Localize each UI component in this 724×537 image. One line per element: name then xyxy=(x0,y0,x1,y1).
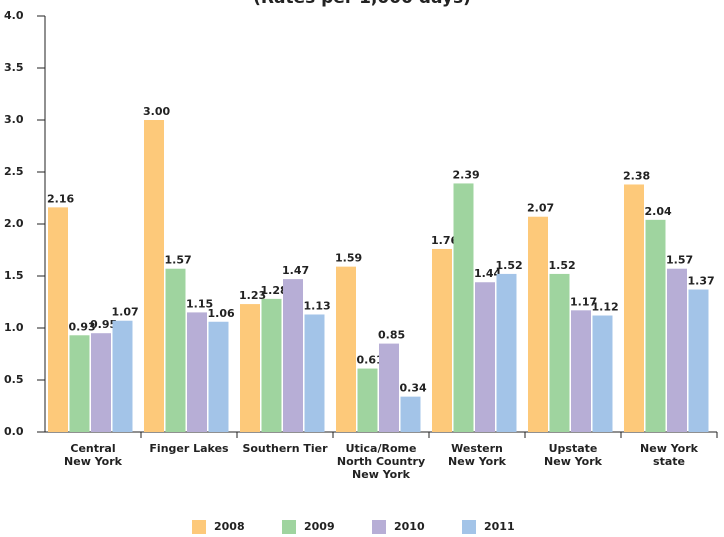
value-label: 2.16 xyxy=(47,192,74,205)
bar xyxy=(400,396,421,432)
x-tick-label: Utica/Rome North Country New York xyxy=(336,442,426,481)
x-tick-label: Upstate New York xyxy=(544,442,602,468)
bar xyxy=(528,216,548,432)
x-tick-label: Western New York xyxy=(448,442,506,468)
x-tick-label: Finger Lakes xyxy=(149,442,229,455)
bar xyxy=(91,333,111,432)
value-label: 2.04 xyxy=(645,205,672,218)
bar xyxy=(453,183,474,432)
bar xyxy=(645,219,666,432)
bar xyxy=(283,279,303,432)
value-label: 1.17 xyxy=(570,295,597,308)
value-label: 2.39 xyxy=(453,168,480,181)
legend-label: 2008 xyxy=(214,520,245,533)
bar xyxy=(432,248,452,432)
bar xyxy=(208,321,229,432)
x-tick-label: Central New York xyxy=(64,442,122,468)
bar xyxy=(667,268,687,432)
legend-swatch xyxy=(282,520,296,534)
value-label: 2.07 xyxy=(527,202,554,215)
bar xyxy=(304,314,325,432)
value-label: 1.07 xyxy=(112,306,139,319)
y-tick-label: 3.5 xyxy=(4,61,24,74)
bar xyxy=(240,304,260,432)
bar xyxy=(187,312,207,432)
bar xyxy=(592,315,613,432)
y-tick-label: 1.5 xyxy=(4,269,24,282)
value-label: 1.57 xyxy=(666,254,693,267)
bar xyxy=(379,343,399,432)
legend-label: 2009 xyxy=(304,520,335,533)
bar xyxy=(571,310,591,432)
value-label: 0.34 xyxy=(400,382,427,395)
value-label: 1.52 xyxy=(549,259,576,272)
bar xyxy=(48,207,68,432)
legend-swatch xyxy=(462,520,476,534)
value-label: 1.76 xyxy=(431,234,458,247)
y-tick-label: 1.0 xyxy=(4,321,24,334)
value-label: 1.06 xyxy=(208,307,235,320)
value-label: 0.61 xyxy=(357,354,384,367)
bar xyxy=(144,120,164,432)
y-tick-label: 4.0 xyxy=(4,9,24,22)
legend-swatch xyxy=(372,520,386,534)
value-label: 2.38 xyxy=(623,169,650,182)
bar xyxy=(688,289,709,432)
bar xyxy=(165,268,186,432)
value-label: 1.37 xyxy=(688,275,715,288)
value-label: 0.93 xyxy=(69,320,96,333)
bar xyxy=(112,320,133,432)
value-label: 1.12 xyxy=(592,301,619,314)
value-label: 0.95 xyxy=(90,318,117,331)
x-tick-label: New York state xyxy=(640,442,698,468)
x-tick-label: Southern Tier xyxy=(242,442,328,455)
value-label: 1.44 xyxy=(474,267,501,280)
y-tick-label: 0.0 xyxy=(4,425,24,438)
legend-swatch xyxy=(192,520,206,534)
bar xyxy=(357,368,378,432)
value-label: 1.15 xyxy=(186,297,213,310)
value-label: 1.52 xyxy=(496,259,523,272)
value-label: 3.00 xyxy=(143,105,170,118)
value-label: 1.13 xyxy=(304,299,331,312)
value-label: 1.28 xyxy=(261,284,288,297)
bar xyxy=(496,273,517,432)
value-label: 1.57 xyxy=(165,254,192,267)
y-tick-label: 3.0 xyxy=(4,113,24,126)
y-tick-label: 0.5 xyxy=(4,373,24,386)
value-label: 1.23 xyxy=(239,289,266,302)
bar xyxy=(549,273,570,432)
y-tick-label: 2.5 xyxy=(4,165,24,178)
bar xyxy=(261,298,282,432)
legend-label: 2011 xyxy=(484,520,515,533)
y-tick-label: 2.0 xyxy=(4,217,24,230)
bar xyxy=(69,335,90,432)
legend-label: 2010 xyxy=(394,520,425,533)
value-label: 0.85 xyxy=(378,329,405,342)
chart-subtitle: (Rates per 1,000 days) xyxy=(253,0,471,8)
bar xyxy=(624,184,644,432)
bar xyxy=(475,282,495,432)
value-label: 1.59 xyxy=(335,252,362,265)
bar xyxy=(336,266,356,432)
value-label: 1.47 xyxy=(282,264,309,277)
